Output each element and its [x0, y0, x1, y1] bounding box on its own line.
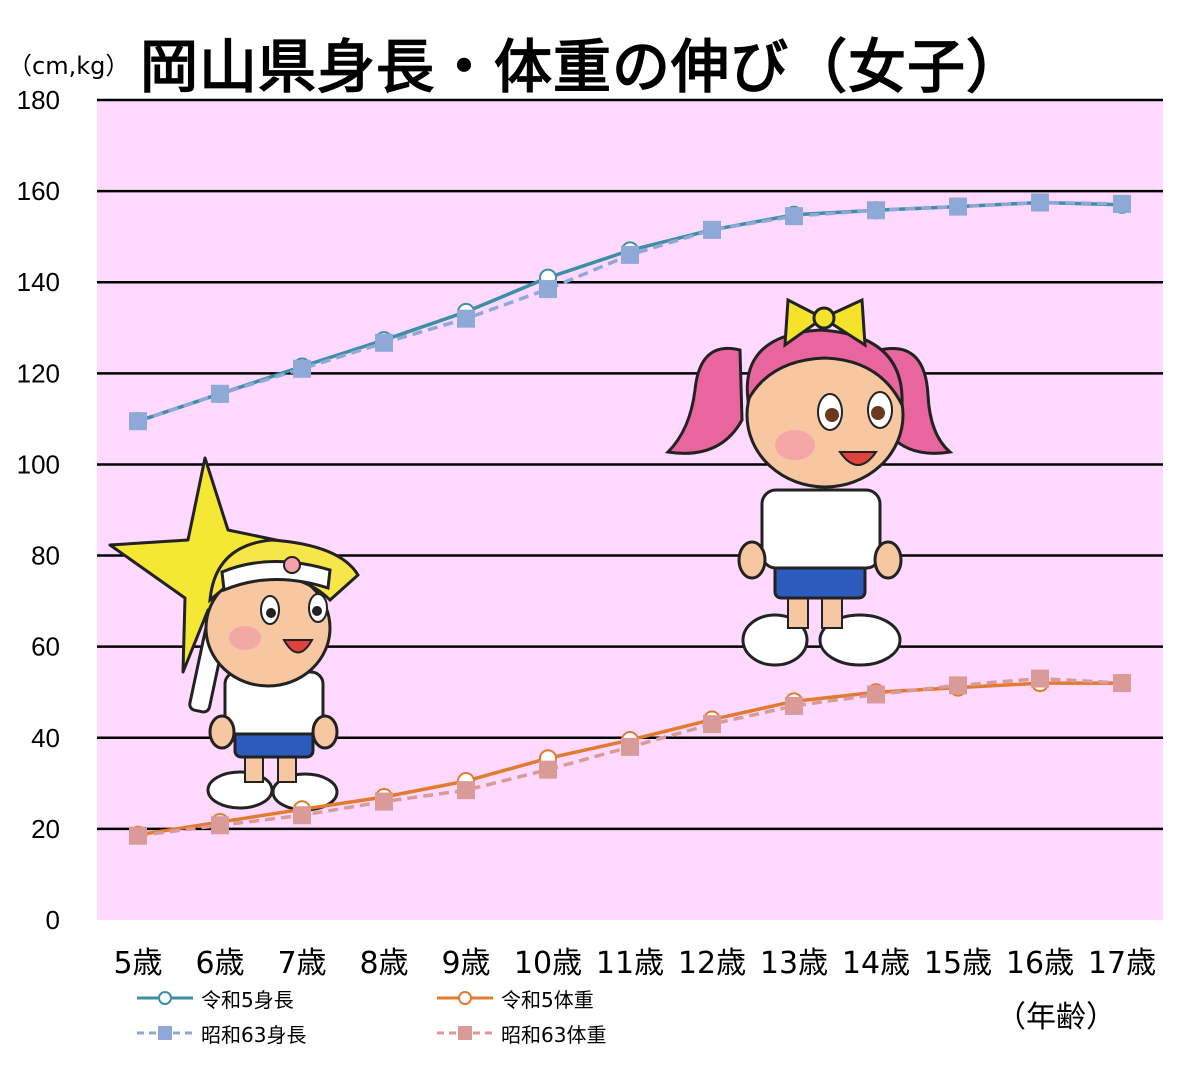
x-axis-labels: 5歳 6歳 7歳 8歳 9歳 10歳 11歳 12歳 13歳 14歳 15歳 16歳 17歳 [113, 946, 1156, 981]
legend-label: 令和5体重 [501, 987, 594, 1012]
legend-line-circle-icon [137, 991, 193, 1005]
legend-label: 昭和63体重 [501, 1022, 607, 1047]
data-point [457, 781, 475, 800]
x-tick-label: 5歳 [113, 946, 162, 981]
x-tick-label: 12歳 [678, 946, 746, 981]
data-point [129, 826, 147, 845]
series-3 [129, 669, 1131, 845]
data-point [1031, 193, 1049, 212]
y-tick-label: 20 [31, 814, 60, 844]
data-point [539, 280, 557, 299]
x-tick-label: 7歳 [277, 946, 326, 981]
y-tick-label: 100 [17, 449, 60, 479]
x-tick-label: 17歳 [1088, 946, 1156, 981]
data-point [375, 792, 393, 811]
data-point [129, 412, 147, 431]
legend-item-r5-weight: 令和5体重 [435, 983, 594, 1013]
y-tick-label: 120 [17, 358, 60, 388]
legend-label: 昭和63身長 [201, 1022, 307, 1047]
x-tick-label: 9歳 [441, 946, 490, 981]
legend-item-s63-height: 昭和63身長 [135, 1018, 306, 1048]
data-point [621, 737, 639, 756]
y-tick-label: 80 [31, 541, 60, 571]
data-point [1031, 669, 1049, 688]
plot-area [97, 100, 1163, 920]
data-point [539, 760, 557, 779]
legend-label: 令和5身長 [201, 987, 294, 1012]
data-point [211, 384, 229, 403]
x-tick-label: 10歳 [514, 946, 582, 981]
y-tick-label: 0 [46, 905, 60, 935]
x-tick-label: 6歳 [195, 946, 244, 981]
boy-mascot-with-star-icon [108, 456, 360, 812]
legend-dash-square-icon [137, 1026, 193, 1040]
girl-mascot-pink-ponytails-icon [664, 297, 954, 667]
data-point [785, 696, 803, 715]
legend-item-s63-weight: 昭和63体重 [435, 1018, 606, 1048]
y-tick-label: 140 [17, 267, 60, 297]
y-tick-label: 160 [17, 176, 60, 206]
series-layer [129, 193, 1131, 845]
data-point [949, 676, 967, 695]
x-tick-label: 16歳 [1006, 946, 1074, 981]
legend-item-r5-height: 令和5身長 [135, 983, 294, 1013]
x-tick-label: 14歳 [842, 946, 910, 981]
data-point [293, 806, 311, 825]
data-point [703, 715, 721, 734]
data-point [867, 201, 885, 220]
x-tick-label: 13歳 [760, 946, 828, 981]
y-unit-label: （cm,kg） [8, 52, 130, 80]
legend-line-circle-icon [437, 991, 493, 1005]
data-point [1113, 674, 1131, 693]
data-point [211, 816, 229, 835]
y-tick-label: 60 [31, 632, 60, 662]
data-point [293, 359, 311, 378]
legend-dash-square-icon [437, 1026, 493, 1040]
y-tick-label: 40 [31, 723, 60, 753]
x-tick-label: 11歳 [596, 946, 664, 981]
x-axis-unit-label: （年齢） [996, 1000, 1116, 1035]
data-point [621, 245, 639, 264]
data-point [949, 197, 967, 216]
data-point [785, 207, 803, 226]
data-point [1113, 194, 1131, 213]
data-point [703, 220, 721, 239]
x-tick-label: 8歳 [359, 946, 408, 981]
x-tick-label: 15歳 [924, 946, 992, 981]
data-point [375, 333, 393, 352]
y-tick-label: 180 [17, 85, 60, 115]
data-point [867, 685, 885, 704]
data-point [457, 309, 475, 328]
chart-title: 岡山県身長・体重の伸び（女子） [140, 33, 1026, 101]
y-axis-labels: 0 20 40 60 80 100 120 140 160 180 [17, 85, 60, 935]
series-2 [129, 193, 1131, 431]
